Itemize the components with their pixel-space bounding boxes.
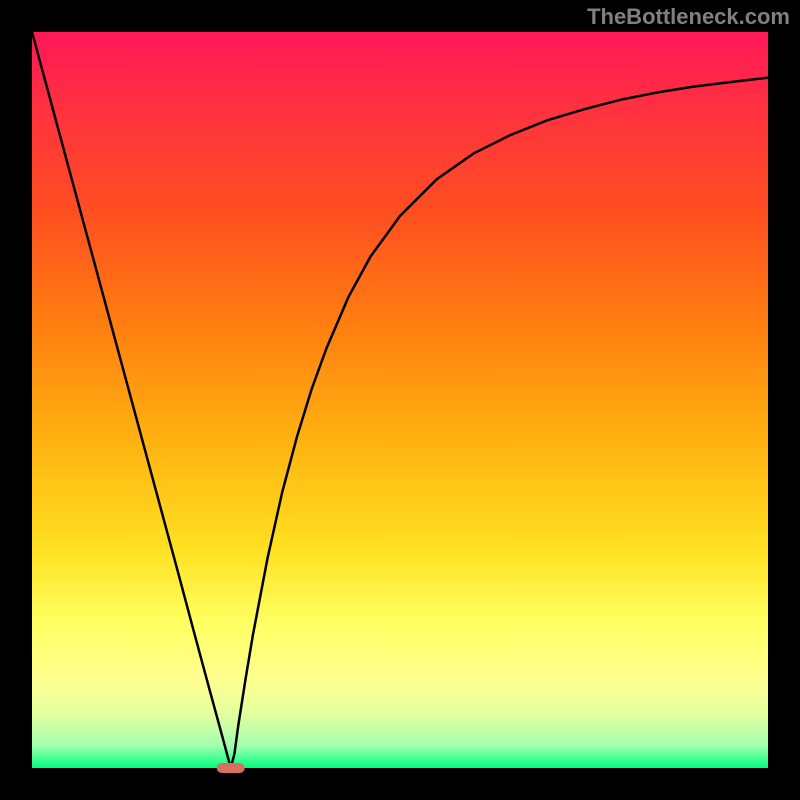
notch-marker <box>217 763 245 773</box>
chart-svg <box>0 0 800 800</box>
bottleneck-chart: TheBottleneck.com <box>0 0 800 800</box>
plot-background <box>32 32 768 768</box>
watermark-text: TheBottleneck.com <box>587 4 790 30</box>
